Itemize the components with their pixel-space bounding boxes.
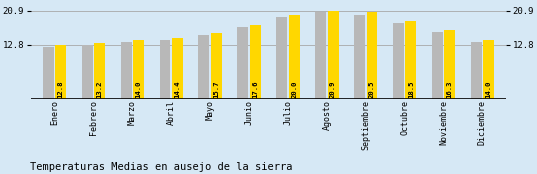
Bar	[471, 42, 482, 99]
Text: 15.7: 15.7	[213, 81, 220, 98]
Text: 13.2: 13.2	[97, 81, 103, 98]
Bar	[172, 38, 183, 99]
Bar	[367, 13, 378, 99]
Bar	[199, 35, 209, 99]
Bar	[250, 25, 261, 99]
Bar	[405, 21, 416, 99]
Bar	[444, 30, 455, 99]
Text: 20.9: 20.9	[330, 81, 336, 98]
Bar	[43, 47, 54, 99]
Bar	[315, 13, 326, 99]
Bar	[393, 23, 404, 99]
Bar	[121, 42, 132, 99]
Bar	[289, 15, 300, 99]
Bar	[94, 43, 105, 99]
Text: Temperaturas Medias en ausejo de la sierra: Temperaturas Medias en ausejo de la sier…	[30, 162, 292, 172]
Bar	[483, 40, 494, 99]
Text: 20.0: 20.0	[291, 81, 297, 98]
Bar	[133, 40, 144, 99]
Text: 17.6: 17.6	[252, 81, 258, 98]
Text: 20.5: 20.5	[369, 81, 375, 98]
Text: 14.0: 14.0	[485, 81, 492, 98]
Bar	[55, 45, 66, 99]
Bar	[432, 32, 443, 99]
Text: 18.5: 18.5	[408, 81, 414, 98]
Bar	[276, 17, 287, 99]
Text: 14.4: 14.4	[175, 81, 180, 98]
Bar	[354, 15, 365, 99]
Bar	[328, 11, 338, 99]
Text: 14.0: 14.0	[135, 81, 142, 98]
Text: 12.8: 12.8	[58, 81, 64, 98]
Bar	[82, 45, 93, 99]
Bar	[159, 40, 170, 99]
Text: 16.3: 16.3	[447, 81, 453, 98]
Bar	[211, 33, 222, 99]
Bar	[237, 27, 248, 99]
